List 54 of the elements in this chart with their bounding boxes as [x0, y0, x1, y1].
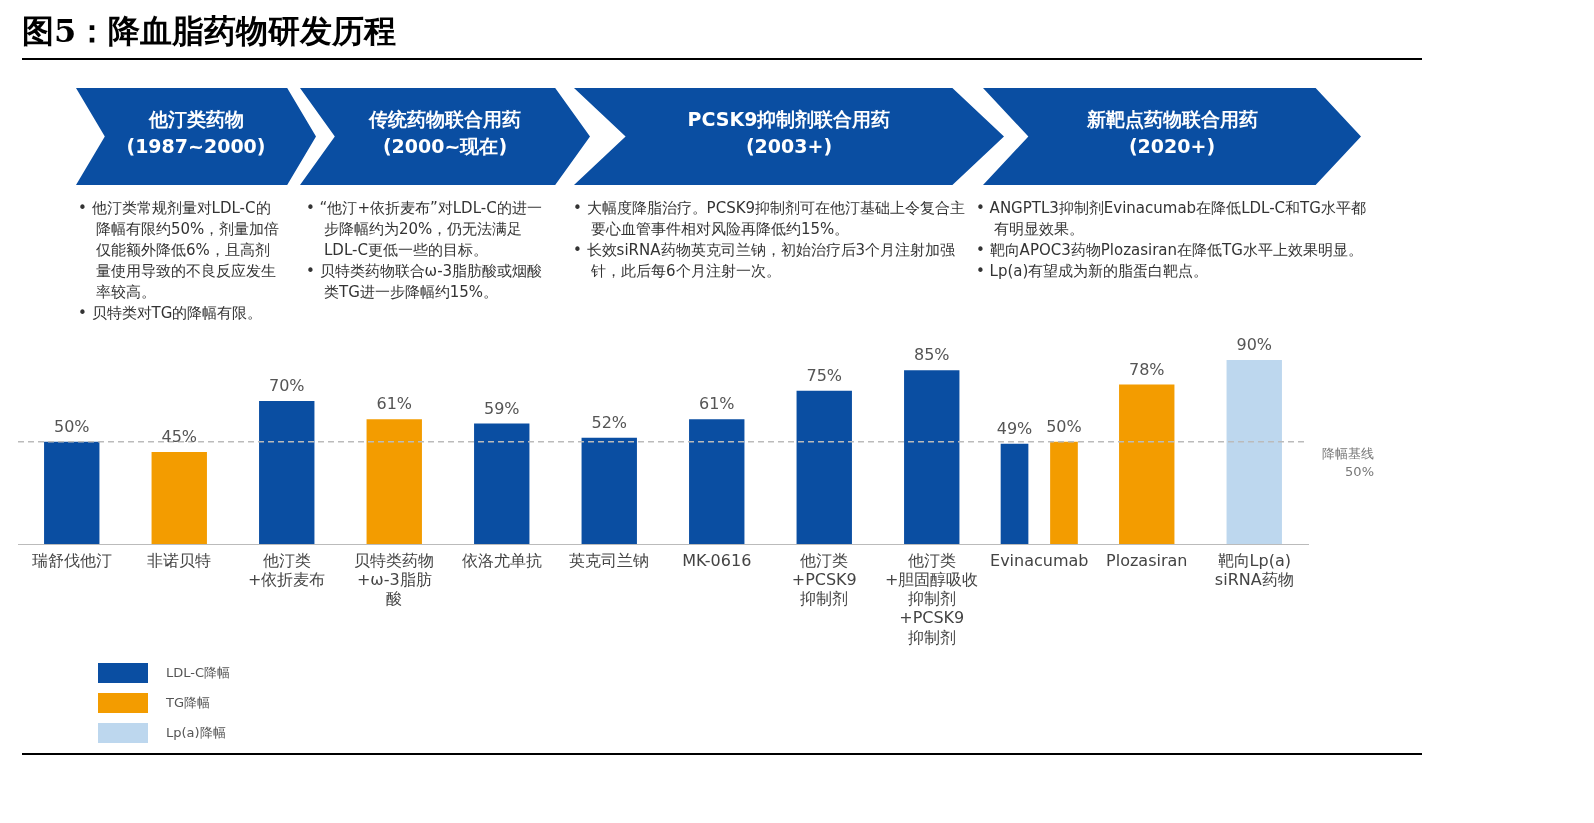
- text: 传统药物联合用药 (2000~现在): [367, 107, 522, 159]
- x-tick-label: 英克司兰钠: [569, 550, 650, 570]
- x-tick-label: 他汀类+依折麦布: [248, 550, 326, 589]
- data-label: 52%: [591, 412, 628, 432]
- text: 他汀类药物 (1987~2000): [125, 107, 267, 159]
- text: • Lp(a)有望成为新的脂蛋白靶点。: [976, 261, 1210, 282]
- text: • 他汀类常规剂量对LDL-C的降幅有限约50%，剂量加倍仅能额外降低6%，且高剂量使用导致的不良反应发生率较高。: [78, 198, 281, 303]
- x-tick-label: Evinacumab: [990, 550, 1089, 570]
- bar: [44, 441, 100, 544]
- data-label: 90%: [1236, 335, 1273, 355]
- legend-label: TG降幅: [166, 694, 211, 712]
- data-label: 85%: [913, 345, 950, 365]
- bar: [796, 390, 852, 544]
- chart-title: 图5：降血脂药物研发历程: [22, 11, 397, 52]
- bar: [474, 423, 530, 544]
- bar: [259, 400, 315, 544]
- data-label: 50%: [1046, 416, 1082, 436]
- text: • ANGPTL3抑制剂Evinacumab在降低LDL-C和TG水平都有明显效果。: [976, 198, 1366, 240]
- text: PCSK9抑制剂联合用药 (2003+): [686, 107, 892, 159]
- x-tick-label: 非诺贝特: [147, 550, 212, 570]
- bar: [581, 437, 637, 544]
- data-label: 61%: [376, 394, 413, 414]
- text: • 靶向APOC3药物Plozasiran在降低TG水平上效果明显。: [976, 240, 1364, 261]
- bar: [151, 452, 207, 544]
- data-label: 61%: [698, 394, 735, 414]
- x-tick-label: 依洛尤单抗: [461, 550, 542, 570]
- x-tick-label: 靶向Lp(a) siRNA药物: [1214, 550, 1294, 589]
- text: • 贝特类药物联合ω-3脂肪酸或烟酸类TG进一步降幅约15%。: [306, 261, 544, 303]
- x-tick-label: 贝特类药物+ω-3脂肪酸: [354, 550, 435, 609]
- x-tick-label: 他汀类+胆固醇吸收抑制剂+PCSK9抑制剂: [885, 550, 979, 647]
- data-label: 59%: [483, 398, 520, 418]
- bar: [904, 370, 960, 544]
- x-tick-label: MK-0616: [682, 550, 752, 570]
- text: • 长效siRNA药物英克司兰钠，初始治疗后3个月注射加强针，此后每6个月注射一次。: [573, 240, 957, 282]
- data-label: 50%: [53, 416, 90, 436]
- text: • “他汀+依折麦布”对LDL-C的进一步降幅约为20%，仍无法满足LDL-C更低一些的目标。: [306, 198, 543, 261]
- x-tick-label: 瑞舒伐他汀: [31, 550, 112, 570]
- text: 新靶点药物联合用药 (2020+): [1085, 107, 1259, 159]
- data-label: 49%: [996, 418, 1033, 438]
- bar: [1119, 384, 1175, 544]
- bar: [366, 419, 422, 544]
- bar: [689, 419, 745, 544]
- text: • 大幅度降脂治疗。PCSK9抑制剂可在他汀基础上令复合主要心血管事件相对风险再降低约15%。: [573, 198, 967, 240]
- legend-label: LDL-C降幅: [166, 664, 231, 682]
- data-label: 70%: [268, 376, 305, 396]
- data-label: 45%: [161, 427, 198, 447]
- bar: [1226, 360, 1282, 544]
- data-label: 78%: [1128, 359, 1165, 379]
- x-tick-label: 他汀类+PCSK9抑制剂: [791, 550, 857, 609]
- x-tick-label: Plozasiran: [1106, 550, 1188, 570]
- ref-line-label: 降幅基线 50%: [1322, 445, 1374, 479]
- data-label: 75%: [806, 365, 843, 385]
- legend-label: Lp(a)降幅: [166, 724, 226, 742]
- text: • 贝特类对TG的降幅有限。: [78, 303, 264, 324]
